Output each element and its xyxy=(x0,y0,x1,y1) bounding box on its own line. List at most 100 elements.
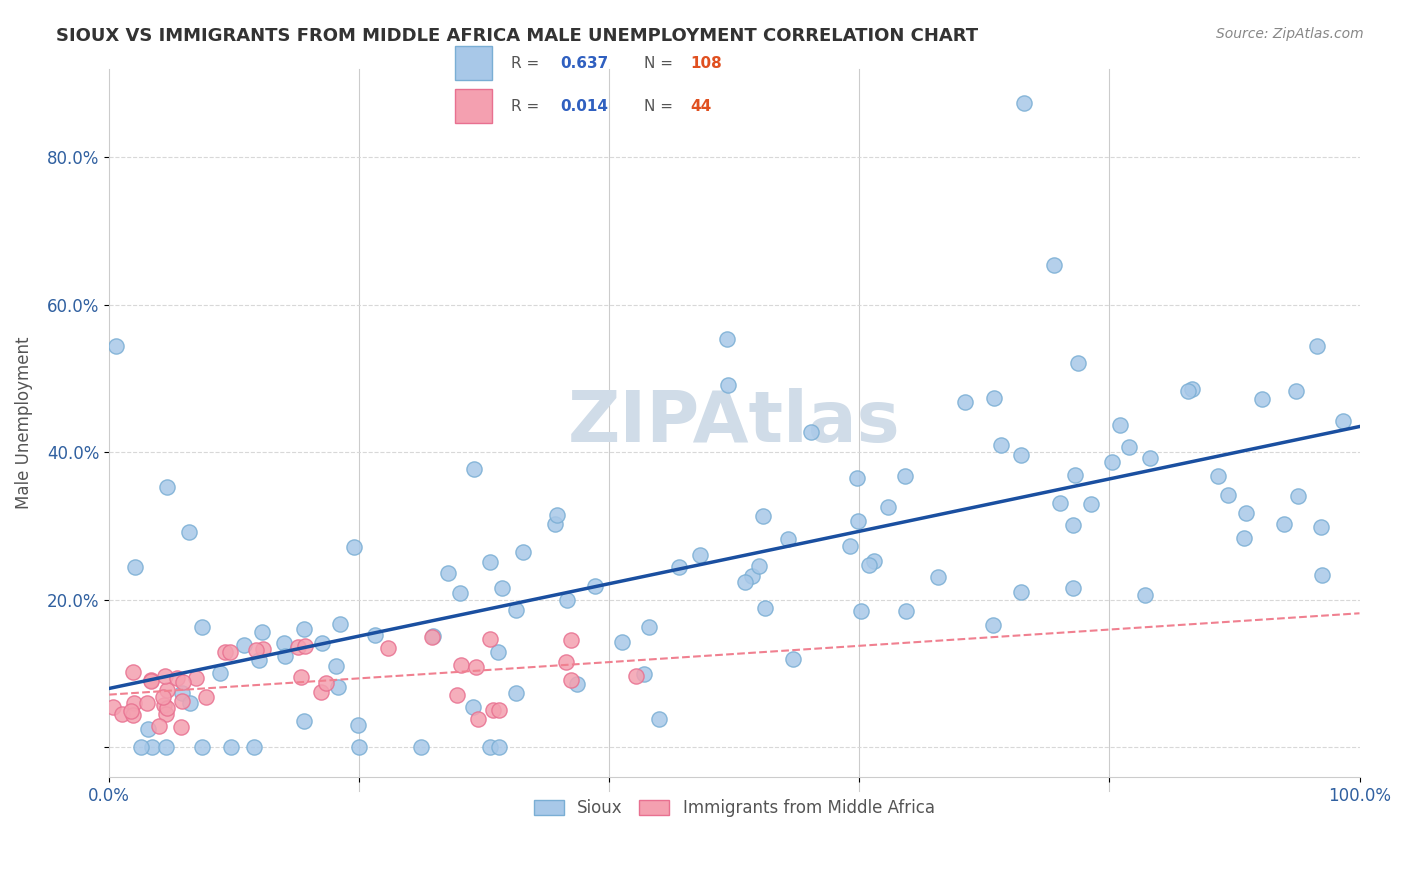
Point xyxy=(734,574,756,589)
Point xyxy=(245,642,267,657)
Point xyxy=(155,707,177,722)
Point xyxy=(488,703,510,717)
Point xyxy=(953,394,976,409)
Point xyxy=(624,669,647,683)
Point xyxy=(218,645,240,659)
Point xyxy=(273,636,295,650)
Point xyxy=(479,555,502,569)
Point xyxy=(233,638,256,652)
Point xyxy=(101,699,124,714)
Point xyxy=(689,548,711,562)
Point xyxy=(1177,384,1199,398)
Point xyxy=(166,671,188,685)
Point xyxy=(219,740,242,755)
Point xyxy=(346,718,368,732)
Point xyxy=(1284,384,1306,398)
Point xyxy=(479,632,502,647)
Point xyxy=(1014,96,1036,111)
Point xyxy=(633,666,655,681)
Point xyxy=(1181,382,1204,396)
Point xyxy=(292,622,315,636)
Point xyxy=(838,540,860,554)
Point xyxy=(583,579,606,593)
Point xyxy=(420,630,443,644)
Point xyxy=(177,524,200,539)
Text: 0.637: 0.637 xyxy=(561,56,609,70)
Point xyxy=(155,740,177,755)
Point xyxy=(363,628,385,642)
Point xyxy=(1043,258,1066,272)
Point xyxy=(250,624,273,639)
Point xyxy=(845,471,868,485)
Point xyxy=(1286,489,1309,503)
Point xyxy=(290,670,312,684)
Point xyxy=(422,630,444,644)
Point xyxy=(294,639,316,653)
Point xyxy=(274,649,297,664)
Point xyxy=(172,693,194,707)
Point xyxy=(135,696,157,710)
Point xyxy=(751,508,773,523)
Point xyxy=(567,677,589,691)
Point xyxy=(214,645,236,659)
Point xyxy=(343,540,366,554)
Point xyxy=(252,642,274,657)
Point xyxy=(1101,455,1123,469)
Point xyxy=(1109,417,1132,432)
Point xyxy=(1233,532,1256,546)
Point xyxy=(247,653,270,667)
Point xyxy=(981,618,1004,632)
Point xyxy=(1010,448,1032,462)
Point xyxy=(287,640,309,654)
Point xyxy=(172,675,194,690)
Point xyxy=(1063,468,1085,483)
Point xyxy=(129,740,152,755)
Point xyxy=(560,632,582,647)
Point xyxy=(170,686,193,700)
Point xyxy=(191,740,214,755)
Text: R =: R = xyxy=(510,99,544,113)
Text: 108: 108 xyxy=(690,56,723,70)
Point xyxy=(638,620,661,634)
Point xyxy=(463,462,485,476)
Point xyxy=(1062,518,1084,533)
Point xyxy=(896,604,918,618)
Point xyxy=(120,704,142,718)
Point xyxy=(409,740,432,755)
Point xyxy=(325,659,347,673)
Text: R =: R = xyxy=(510,56,544,70)
Point xyxy=(1331,413,1354,427)
Point xyxy=(505,686,527,700)
Point xyxy=(1067,356,1090,370)
Point xyxy=(124,560,146,574)
Point xyxy=(1135,588,1157,602)
Text: 44: 44 xyxy=(690,99,711,113)
Point xyxy=(377,641,399,656)
Point xyxy=(648,712,671,726)
Point xyxy=(849,604,872,618)
Point xyxy=(315,676,337,690)
Point xyxy=(546,508,568,522)
Text: N =: N = xyxy=(644,56,678,70)
Point xyxy=(863,553,886,567)
Point xyxy=(464,659,486,673)
Point xyxy=(111,706,134,721)
Point xyxy=(560,673,582,688)
Point xyxy=(156,683,179,698)
Text: SIOUX VS IMMIGRANTS FROM MIDDLE AFRICA MALE UNEMPLOYMENT CORRELATION CHART: SIOUX VS IMMIGRANTS FROM MIDDLE AFRICA M… xyxy=(56,27,979,45)
Point xyxy=(450,657,472,672)
Point xyxy=(1250,392,1272,406)
Point xyxy=(782,651,804,665)
Point xyxy=(800,425,823,439)
Point xyxy=(155,669,177,683)
Point xyxy=(446,688,468,702)
Point xyxy=(612,635,634,649)
Point xyxy=(122,708,145,723)
Point xyxy=(156,701,179,715)
Point xyxy=(139,673,162,688)
Point xyxy=(138,722,160,736)
Point xyxy=(190,620,212,634)
Point xyxy=(754,601,776,615)
Point xyxy=(329,617,352,632)
Y-axis label: Male Unemployment: Male Unemployment xyxy=(15,336,32,509)
